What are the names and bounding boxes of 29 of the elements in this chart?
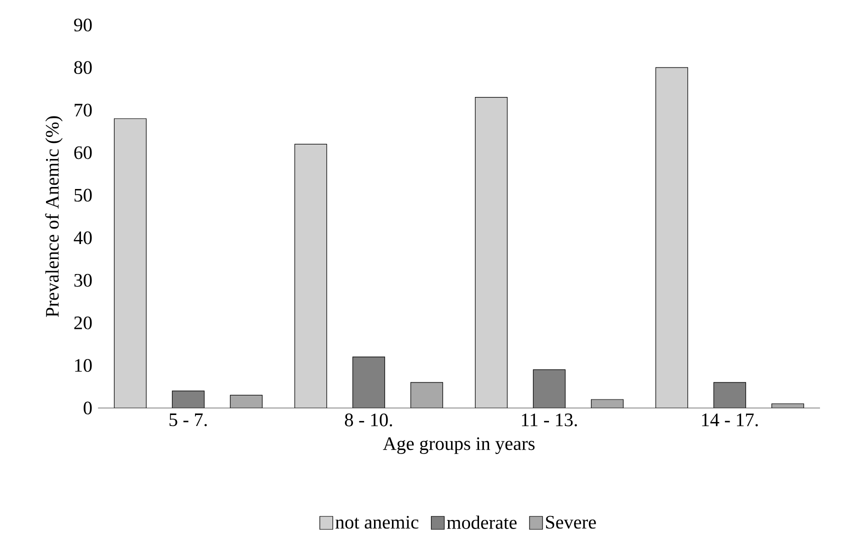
x-tick-label: 5 - 7. — [170, 414, 207, 426]
bar — [533, 370, 566, 408]
x-tick-label: 14 - 17. — [702, 414, 758, 426]
y-tick-label: 60 — [74, 146, 92, 160]
y-tick-label: 20 — [74, 316, 92, 330]
y-tick-label: 80 — [74, 61, 92, 74]
legend-label: moderate — [446, 516, 517, 529]
bar — [172, 390, 204, 408]
y-tick-label: 30 — [74, 274, 92, 287]
y-tick-label: 0 — [84, 402, 92, 414]
x-tick-label: 8 - 10. — [344, 414, 392, 426]
legend-label: not anemic — [336, 516, 418, 529]
y-axis-title: Prevalence of Anemic (%) — [45, 116, 63, 317]
bar — [475, 97, 508, 408]
y-tick-label: 40 — [74, 231, 92, 244]
bar — [114, 118, 146, 408]
y-tick-label: 90 — [74, 18, 92, 32]
legend-label: Severe — [546, 516, 596, 529]
x-axis-title: Age groups in years — [382, 437, 535, 454]
bar — [713, 382, 746, 408]
bar — [410, 382, 443, 408]
bar — [352, 356, 385, 408]
bar — [655, 67, 688, 408]
bar — [230, 395, 262, 408]
x-tick-label: 11 - 13. — [522, 414, 577, 426]
y-tick-label: 70 — [74, 104, 92, 117]
bar — [294, 144, 327, 408]
y-tick-label: 10 — [75, 359, 92, 372]
y-tick-label: 50 — [74, 188, 92, 202]
